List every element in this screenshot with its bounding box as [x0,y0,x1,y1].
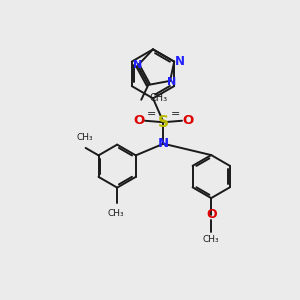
Text: =: = [147,109,157,119]
Text: O: O [133,114,145,127]
Text: N: N [175,55,184,68]
Text: O: O [206,208,217,221]
Text: CH₃: CH₃ [203,235,220,244]
Text: S: S [158,115,169,130]
Text: N: N [133,59,142,70]
Text: O: O [182,114,194,127]
Text: CH₃: CH₃ [150,93,168,103]
Text: N: N [167,77,176,87]
Text: =: = [170,109,180,119]
Text: CH₃: CH₃ [107,209,124,218]
Text: CH₃: CH₃ [76,133,93,142]
Text: N: N [158,137,169,150]
